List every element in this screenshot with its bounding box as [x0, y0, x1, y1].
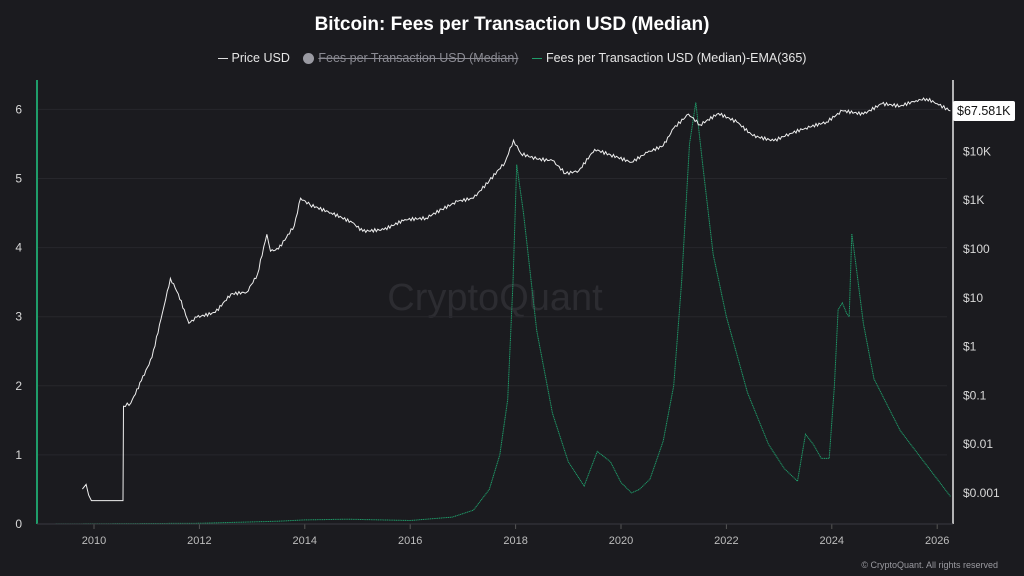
price-series-line: [82, 97, 951, 502]
chart-title: Bitcoin: Fees per Transaction USD (Media…: [314, 14, 710, 35]
right-axis-tick-label: $0.01: [963, 437, 993, 451]
left-axis-tick-label: 4: [15, 241, 22, 255]
left-axis-tick-label: 5: [15, 172, 22, 186]
left-axis-tick-label: 2: [15, 379, 22, 393]
left-axis-tick-label: 3: [15, 310, 22, 324]
right-axis-tick-label: $0.001: [963, 486, 1000, 500]
ema-series-line: [41, 102, 951, 525]
legend-label: Price USD: [231, 50, 290, 65]
last-price-label: $67.581K: [953, 101, 1015, 121]
x-axis-tick-label: 2016: [398, 535, 422, 547]
right-axis-tick-label: $0.1: [963, 388, 987, 402]
legend-item-price[interactable]: Price USD: [217, 50, 290, 65]
line-swatch-icon: [217, 57, 228, 59]
x-axis-tick-label: 2024: [820, 535, 844, 547]
x-axis-tick-label: 2010: [82, 535, 106, 547]
right-axis-tick-label: $100: [963, 242, 990, 256]
x-axis-tick-label: 2026: [925, 535, 949, 547]
circle-swatch-icon: [303, 52, 315, 64]
legend-label: Fees per Transaction USD (Median)-EMA(36…: [545, 50, 807, 65]
left-axis-tick-label: 6: [15, 102, 22, 116]
left-axis-tick-label: 1: [15, 448, 22, 462]
x-axis-tick-label: 2012: [187, 535, 211, 547]
x-axis-tick-label: 2020: [609, 535, 633, 547]
watermark: CryptoQuant: [387, 277, 603, 319]
line-swatch-icon: [531, 57, 542, 59]
x-axis-tick-label: 2018: [503, 535, 527, 547]
legend: Price USD Fees per Transaction USD (Medi…: [0, 50, 1024, 65]
x-axis-tick-label: 2022: [714, 535, 738, 547]
legend-label: Fees per Transaction USD (Median): [318, 50, 519, 65]
footer-copyright: © CryptoQuant. All rights reserved: [861, 560, 998, 570]
left-axis-tick-label: 0: [15, 517, 22, 531]
legend-item-fees[interactable]: Fees per Transaction USD (Median): [303, 51, 518, 65]
legend-item-ema[interactable]: Fees per Transaction USD (Median)-EMA(36…: [531, 50, 807, 65]
right-axis-tick-label: $1: [963, 340, 977, 354]
right-axis-tick-label: $1K: [963, 193, 984, 207]
right-axis-tick-label: $10: [963, 291, 983, 305]
right-axis-tick-label: $10K: [963, 144, 991, 158]
x-axis-tick-label: 2014: [293, 535, 317, 547]
